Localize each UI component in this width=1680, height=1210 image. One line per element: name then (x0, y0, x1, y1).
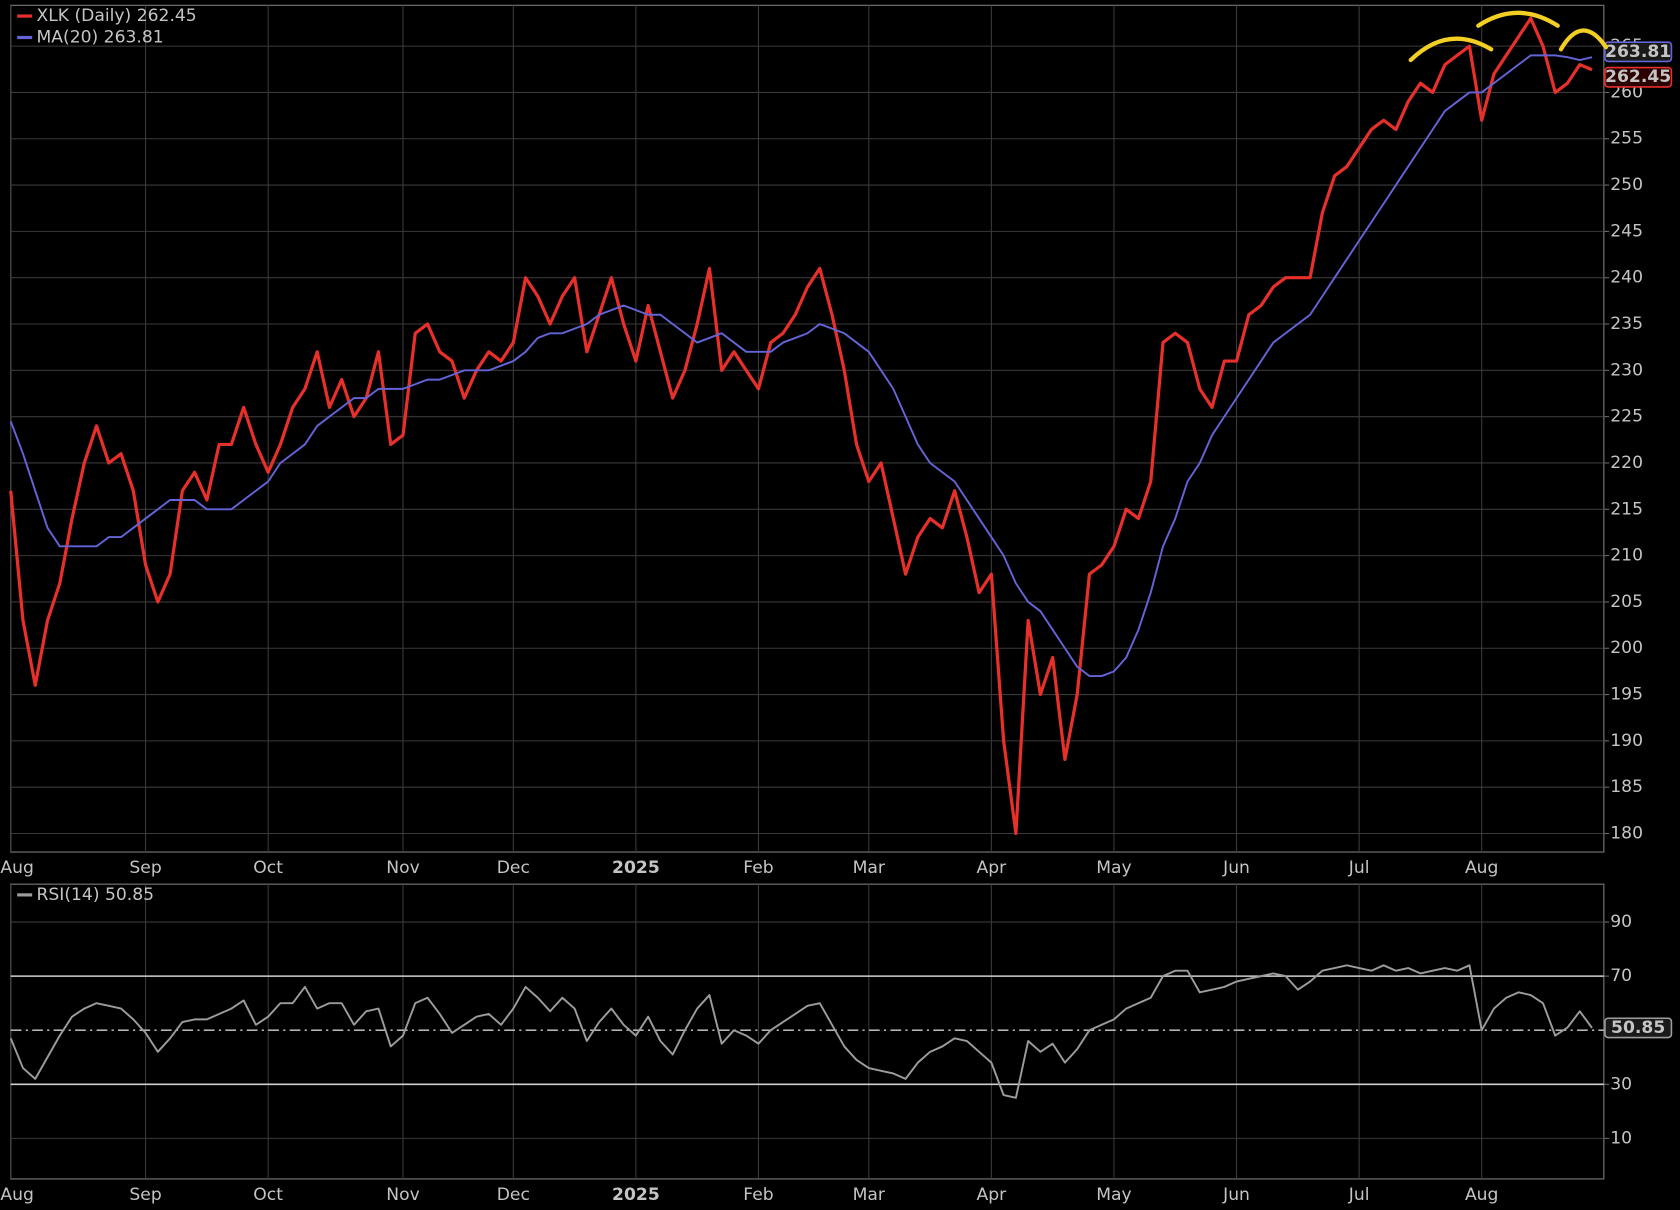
series-line (9, 54, 1593, 677)
y-tick-label: 205 (1610, 592, 1643, 612)
y-tick-label: 230 (1610, 360, 1643, 380)
y-tick-label: 200 (1610, 638, 1643, 658)
legend-name: MA(20) (36, 28, 98, 48)
x-tick-label: Jun (1222, 1185, 1250, 1205)
x-tick-label: May (1096, 858, 1131, 878)
legend-value: 50.85 (105, 885, 154, 905)
legend-name: RSI(14) (36, 885, 99, 905)
y-tick-label: 10 (1610, 1128, 1632, 1148)
y-tick-label: 245 (1610, 221, 1643, 241)
x-tick-label: May (1096, 1185, 1131, 1205)
y-tick-label: 225 (1610, 407, 1643, 427)
y-tick-label: 235 (1610, 314, 1643, 334)
legend-entry: XLK (Daily) 262.45 (36, 6, 196, 26)
y-tick-label: 215 (1610, 499, 1643, 519)
x-tick-label: Nov (386, 1185, 419, 1205)
last-value-tag (1604, 66, 1673, 88)
x-tick-label: Jun (1222, 858, 1250, 878)
x-tick-label: Feb (743, 1185, 773, 1205)
annotation-arc (1476, 10, 1560, 28)
last-value-label: 263.81 (1605, 42, 1671, 62)
x-tick-label: Mar (853, 1185, 886, 1205)
series-line (9, 964, 1593, 1099)
x-tick-label: Aug (0, 1185, 34, 1205)
y-tick-label: 195 (1610, 685, 1643, 705)
x-tick-label: Aug (1465, 1185, 1499, 1205)
x-tick-label: Dec (497, 1185, 530, 1205)
y-tick-label: 90 (1610, 912, 1632, 932)
x-tick-label: Jul (1348, 858, 1370, 878)
x-tick-label: Oct (253, 858, 283, 878)
legend-name: XLK (Daily) (36, 6, 131, 26)
x-tick-label: 2025 (612, 858, 660, 878)
x-tick-label: 2025 (612, 1185, 660, 1205)
x-tick-label: Apr (977, 858, 1008, 878)
y-tick-label: 30 (1610, 1074, 1632, 1094)
last-value-label: 50.85 (1611, 1018, 1665, 1038)
legend-entry: MA(20) 263.81 (36, 28, 163, 48)
x-tick-label: Dec (497, 858, 530, 878)
x-tick-label: Apr (977, 1185, 1008, 1205)
x-tick-label: Sep (129, 858, 161, 878)
x-tick-label: Mar (853, 858, 886, 878)
x-tick-label: Jul (1348, 1185, 1370, 1205)
x-tick-label: Nov (386, 858, 419, 878)
x-tick-label: Oct (253, 1185, 283, 1205)
y-tick-label: 250 (1610, 175, 1643, 195)
y-tick-label: 70 (1610, 966, 1632, 986)
y-tick-label: 220 (1610, 453, 1643, 473)
y-tick-label: 210 (1610, 546, 1643, 566)
annotation-arc (1558, 28, 1609, 52)
legend-entry: RSI(14) 50.85 (36, 885, 154, 905)
y-tick-label: 255 (1610, 129, 1643, 149)
legend-value: 263.81 (104, 28, 164, 48)
annotation-arc (1408, 36, 1494, 63)
x-tick-label: Sep (129, 1185, 161, 1205)
last-value-label: 262.45 (1605, 67, 1671, 87)
x-tick-label: Aug (0, 858, 34, 878)
hand-drawn-annotations (1408, 10, 1609, 63)
series-line (9, 16, 1593, 836)
x-tick-label: Aug (1465, 858, 1499, 878)
y-tick-label: 240 (1610, 268, 1643, 288)
last-value-tag (1604, 41, 1673, 63)
legend-value: 262.45 (137, 6, 197, 26)
y-tick-label: 185 (1610, 777, 1643, 797)
y-tick-label: 180 (1610, 824, 1643, 844)
last-value-tag (1604, 1017, 1673, 1039)
y-tick-label: 190 (1610, 731, 1643, 751)
x-tick-label: Feb (743, 858, 773, 878)
